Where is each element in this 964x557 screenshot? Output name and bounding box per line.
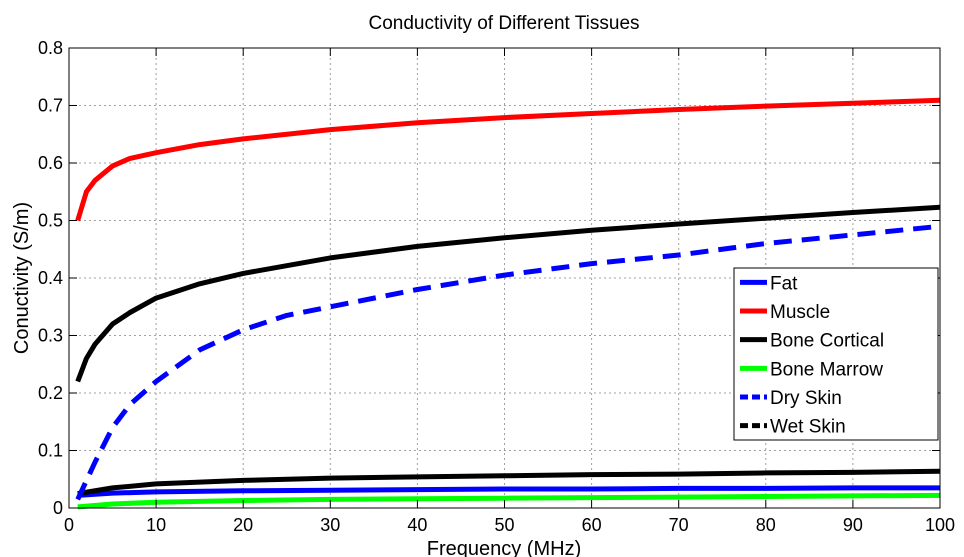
y-tick-labels: 0 0.1 0.2 0.3 0.4 0.5 0.6 0.7 0.8 xyxy=(38,38,63,518)
y-tick-label: 0.1 xyxy=(38,441,63,461)
legend-label: Muscle xyxy=(770,302,830,323)
y-tick-label: 0.7 xyxy=(38,96,63,116)
legend-label: Bone Marrow xyxy=(770,359,883,380)
y-tick-label: 0.2 xyxy=(38,383,63,403)
ticks xyxy=(68,47,941,509)
series-layer xyxy=(75,97,941,510)
y-tick-label: 0.8 xyxy=(38,38,63,58)
x-tick-label: 60 xyxy=(582,515,602,535)
series-line-2 xyxy=(75,204,941,383)
x-tick-label: 10 xyxy=(146,515,166,535)
x-tick-label: 90 xyxy=(843,515,863,535)
x-tick-labels: 0 10 20 30 40 50 60 70 80 90 100 xyxy=(64,515,955,535)
y-axis-label: Conuctivity (S/m) xyxy=(11,202,33,354)
x-tick-label: 100 xyxy=(925,515,955,535)
series-line-5 xyxy=(75,223,941,501)
x-tick-label: 0 xyxy=(64,515,74,535)
series-line-3 xyxy=(77,468,941,497)
legend: Fat Muscle Bone Cortical Bone Marrow Dry Ski… xyxy=(733,267,939,441)
y-tick-label: 0.3 xyxy=(38,326,63,346)
legend-box xyxy=(733,267,939,441)
chart-title: Conductivity of Different Tissues xyxy=(368,13,639,34)
x-tick-label: 30 xyxy=(320,515,340,535)
x-tick-label: 20 xyxy=(233,515,253,535)
y-tick-label: 0.6 xyxy=(38,153,63,173)
series-line-4 xyxy=(77,492,941,510)
y-tick-label: 0 xyxy=(53,498,63,518)
y-tick-label: 0.5 xyxy=(38,211,63,231)
x-tick-label: 50 xyxy=(494,515,514,535)
x-axis-label: Frequency (MHz) xyxy=(427,538,581,557)
y-tick-label: 0.4 xyxy=(38,268,63,288)
legend-label: Dry Skin xyxy=(770,388,842,409)
x-tick-label: 70 xyxy=(669,515,689,535)
series-line-0 xyxy=(77,485,940,498)
x-tick-label: 40 xyxy=(407,515,427,535)
legend-label: Fat xyxy=(770,273,798,294)
series-line-1 xyxy=(75,97,941,222)
x-tick-label: 80 xyxy=(756,515,776,535)
legend-label: Wet Skin xyxy=(770,417,846,438)
legend-label: Bone Cortical xyxy=(770,331,884,352)
